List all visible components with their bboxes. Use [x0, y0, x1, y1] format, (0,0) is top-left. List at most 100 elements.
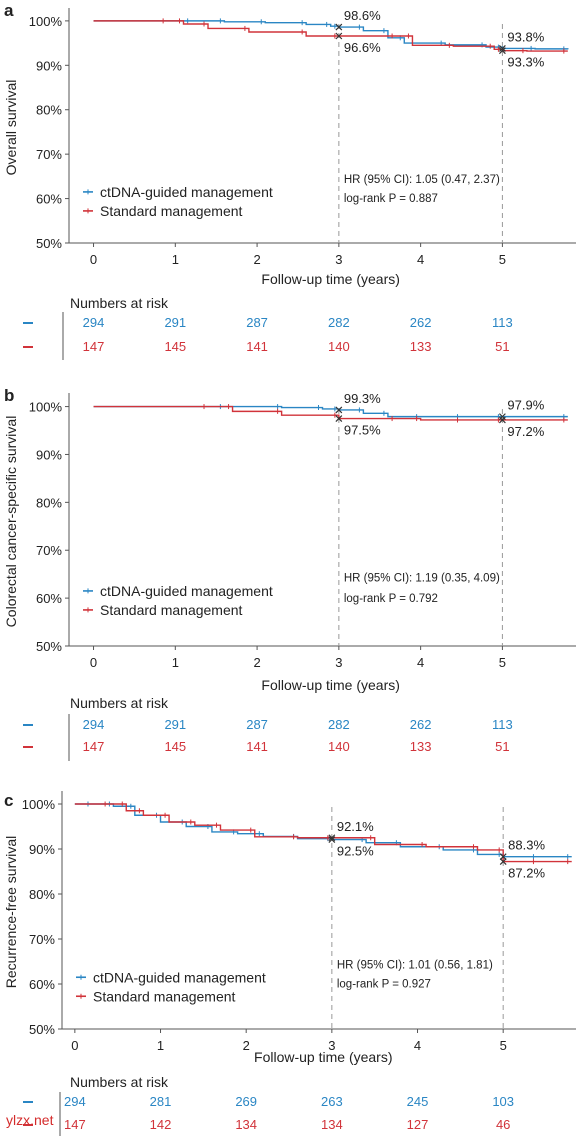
risk-count-ctdna: 262 — [410, 717, 432, 732]
legend-label-standard: Standard management — [93, 988, 236, 1004]
panel-label: a — [4, 1, 14, 20]
y-tick-label: 70% — [36, 147, 62, 162]
risk-count-ctdna: 282 — [328, 315, 350, 330]
timepoint-cross-mark — [498, 416, 506, 424]
y-tick-label: 60% — [36, 591, 62, 606]
risk-count-ctdna: 287 — [246, 717, 268, 732]
x-tick-label: 4 — [417, 252, 424, 267]
x-tick-label: 0 — [71, 1038, 78, 1053]
y-tick-label: 60% — [29, 977, 55, 992]
risk-count-ctdna: 103 — [492, 1094, 514, 1109]
risk-count-standard: 145 — [164, 339, 186, 354]
y-tick-label: 70% — [36, 543, 62, 558]
estimate-label-standard: 92.5% — [337, 844, 374, 859]
risk-count-ctdna: 113 — [492, 717, 513, 732]
km-curve-standard — [74, 803, 572, 863]
x-axis-title: Follow-up time (years) — [261, 271, 399, 287]
x-tick-label: 1 — [157, 1038, 164, 1053]
x-tick-label: 5 — [500, 1038, 507, 1053]
risk-count-standard: 140 — [328, 339, 350, 354]
risk-table-title: Numbers at risk — [70, 695, 169, 711]
timepoint-cross-mark — [335, 415, 343, 422]
x-tick-label: 2 — [243, 1038, 250, 1053]
y-tick-label: 60% — [36, 192, 62, 207]
legend-label-ctdna: ctDNA-guided management — [100, 184, 273, 200]
risk-count-ctdna: 294 — [64, 1094, 86, 1109]
x-axis-title: Follow-up time (years) — [261, 677, 399, 693]
hazard-ratio-text: HR (95% CI): 1.19 (0.35, 4.09) — [344, 572, 500, 584]
timepoint-cross-mark — [328, 836, 336, 843]
x-axis-title: Follow-up time (years) — [254, 1049, 392, 1065]
y-tick-label: 80% — [29, 887, 55, 902]
risk-count-standard: 141 — [246, 339, 268, 354]
y-tick-label: 50% — [36, 639, 62, 654]
hazard-ratio-text: HR (95% CI): 1.01 (0.56, 1.81) — [337, 959, 493, 971]
estimate-label-standard: 87.2% — [508, 866, 545, 881]
km-curve-standard — [93, 405, 568, 421]
legend-label-standard: Standard management — [100, 203, 243, 219]
timepoint-cross-mark — [335, 32, 343, 40]
y-tick-label: 100% — [22, 797, 56, 812]
risk-count-standard: 134 — [321, 1117, 343, 1132]
estimate-label-standard: 97.5% — [344, 423, 381, 438]
km-curve-ctdna — [74, 803, 572, 858]
km-curve-ctdna — [93, 20, 569, 50]
logrank-p-text: log-rank P = 0.927 — [337, 979, 431, 991]
y-tick-label: 70% — [29, 932, 55, 947]
y-tick-label: 90% — [36, 447, 62, 462]
y-tick-label: 50% — [36, 236, 62, 251]
timepoint-cross-mark — [335, 23, 343, 31]
estimate-label-ctdna: 92.1% — [337, 819, 374, 834]
y-tick-label: 80% — [36, 103, 62, 118]
estimate-label-ctdna: 97.9% — [507, 398, 544, 413]
risk-count-standard: 142 — [150, 1117, 172, 1132]
panel-b: b Colorectal cancer-specific survival 100%… — [3, 386, 576, 761]
timepoint-cross-mark — [498, 45, 506, 52]
y-axis-title: Recurrence-free survival — [3, 836, 19, 989]
legend-label-ctdna: ctDNA-guided management — [100, 583, 273, 599]
x-tick-label: 3 — [335, 252, 342, 267]
panel-label: b — [4, 386, 14, 405]
risk-count-standard: 147 — [83, 739, 105, 754]
x-tick-label: 2 — [253, 655, 260, 670]
legend-label-standard: Standard management — [100, 602, 243, 618]
x-tick-label: 3 — [328, 1038, 335, 1053]
risk-count-standard: 51 — [495, 339, 509, 354]
y-axis-title: Colorectal cancer-specific survival — [3, 416, 19, 628]
x-tick-label: 1 — [172, 655, 179, 670]
x-tick-label: 0 — [90, 252, 97, 267]
risk-count-ctdna: 113 — [492, 315, 513, 330]
risk-count-standard: 145 — [164, 739, 186, 754]
risk-count-ctdna: 287 — [246, 315, 268, 330]
y-tick-label: 100% — [29, 14, 63, 29]
x-tick-label: 4 — [417, 655, 424, 670]
x-tick-label: 3 — [335, 655, 342, 670]
risk-count-standard: 127 — [407, 1117, 429, 1132]
estimate-label-ctdna: 93.8% — [507, 29, 544, 44]
x-tick-label: 1 — [172, 252, 179, 267]
legend-label-ctdna: ctDNA-guided management — [93, 969, 266, 985]
risk-count-standard: 133 — [410, 739, 432, 754]
timepoint-cross-mark — [499, 853, 507, 861]
y-tick-label: 50% — [29, 1022, 55, 1037]
y-axis-title: Overall survival — [3, 80, 19, 176]
x-tick-label: 2 — [253, 252, 260, 267]
logrank-p-text: log-rank P = 0.792 — [344, 593, 438, 605]
panel-a: a Overall survival 100% 90% 80% 70% 60% 50% 0 1 2 3… — [3, 1, 576, 360]
estimate-label-ctdna: 99.3% — [344, 391, 381, 406]
timepoint-cross-mark — [499, 858, 507, 866]
risk-count-ctdna: 245 — [407, 1094, 429, 1109]
timepoint-cross-mark — [498, 47, 506, 55]
x-tick-label: 0 — [90, 655, 97, 670]
estimate-label-standard: 97.2% — [507, 424, 544, 439]
risk-count-ctdna: 294 — [83, 717, 105, 732]
risk-table-title: Numbers at risk — [70, 295, 169, 311]
estimate-label-ctdna: 98.6% — [344, 8, 381, 23]
km-curve-standard — [93, 20, 568, 52]
hazard-ratio-text: HR (95% CI): 1.05 (0.47, 2.37) — [344, 174, 500, 186]
risk-count-standard: 51 — [495, 739, 509, 754]
risk-table-title: Numbers at risk — [70, 1074, 169, 1090]
y-tick-label: 80% — [36, 495, 62, 510]
x-tick-label: 5 — [499, 655, 506, 670]
